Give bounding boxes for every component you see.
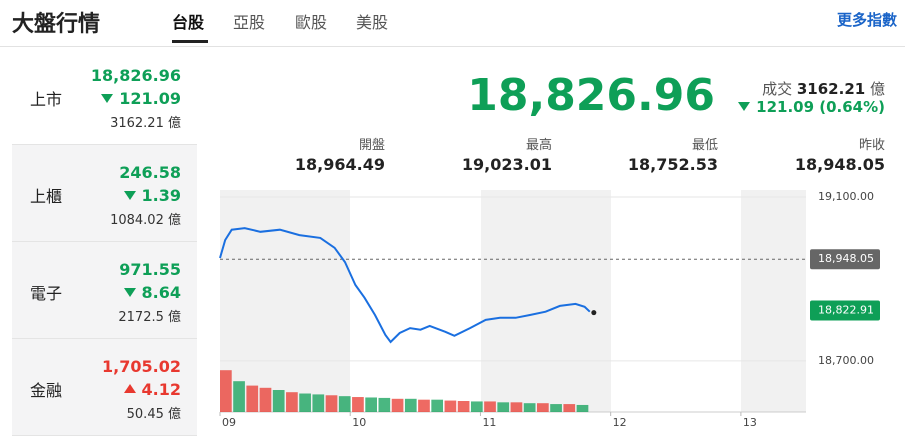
volume-bar (312, 394, 325, 412)
volume-bar (497, 402, 510, 412)
market-volume: 2172.5 億 (118, 310, 181, 325)
stat-value: 19,023.01 (461, 155, 552, 174)
reference-label: 18,948.05 (818, 252, 874, 265)
volume-bar (352, 397, 364, 412)
tab[interactable]: 歐股 (295, 13, 328, 32)
market-item[interactable]: 電子 971.55 8.64 2172.5 億 (12, 242, 197, 339)
tab-indicator (172, 40, 208, 43)
stat-label: 最低 (691, 138, 718, 153)
tab[interactable]: 亞股 (233, 13, 266, 32)
volume-value: 3162.21 (796, 80, 866, 98)
stat-label: 昨收 (858, 138, 885, 153)
volume-bar (523, 403, 536, 412)
stat-value: 18,964.49 (294, 155, 385, 174)
y-tick-label: 18,700.00 (818, 354, 874, 367)
market-price: 1,705.02 (102, 357, 181, 376)
volume: 成交 3162.21 億 (762, 78, 885, 99)
market-item[interactable]: 上櫃 246.58 1.39 1084.02 億 (12, 145, 197, 242)
market-price: 971.55 (119, 260, 181, 279)
market-name: 電子 (30, 284, 63, 303)
volume-bar (338, 396, 351, 412)
change-value: 1.39 (141, 186, 181, 205)
volume-bar (457, 401, 470, 412)
stat-label: 開盤 (358, 138, 385, 153)
market-change: 8.64 (124, 283, 181, 302)
volume-bar (536, 403, 549, 412)
volume-bar (286, 392, 298, 412)
tab[interactable]: 美股 (356, 13, 389, 32)
market-item[interactable]: 上市 18,826.96 121.09 3162.21 億 (12, 48, 197, 145)
volume-bar (444, 400, 457, 412)
session-band (741, 190, 806, 412)
reference-tag (810, 249, 880, 270)
tab[interactable]: 台股 (172, 13, 205, 32)
x-tick-label: 09 (222, 416, 236, 429)
x-tick-label: 10 (352, 416, 366, 429)
x-tick-label: 13 (743, 416, 757, 429)
change-value: 121.09 (119, 89, 181, 108)
volume-bar (378, 397, 391, 412)
change: 121.09 (0.64%) (738, 98, 885, 116)
divider (0, 46, 905, 47)
y-tick-label: 19,100.00 (818, 190, 874, 203)
volume-bar (404, 398, 417, 412)
last-point (591, 310, 597, 316)
volume-bar (418, 399, 430, 412)
volume-unit: 億 (869, 80, 885, 98)
more-link[interactable]: 更多指數 (837, 11, 898, 29)
volume-bar (563, 404, 576, 412)
stat-value: 18,948.05 (794, 155, 885, 174)
market-name: 上櫃 (30, 187, 63, 206)
volume-bar (259, 387, 272, 412)
stat-value: 18,752.53 (627, 155, 718, 174)
volume-bar (365, 397, 377, 412)
x-tick-label: 11 (482, 416, 496, 429)
market-price: 246.58 (119, 163, 181, 182)
volume-bar (233, 381, 245, 412)
volume-bar (325, 395, 338, 412)
x-tick-label: 12 (613, 416, 627, 429)
volume-bar (431, 399, 444, 412)
session-band (220, 190, 350, 412)
current-tag (810, 300, 880, 321)
market-change: 121.09 (101, 89, 181, 108)
market-volume: 1084.02 億 (110, 213, 181, 228)
market-change: 4.12 (124, 380, 181, 399)
title: 大盤行情 (12, 12, 101, 37)
volume-label: 成交 (762, 80, 793, 98)
market-name: 金融 (30, 381, 63, 400)
volume-bar (510, 402, 523, 412)
session-band (481, 190, 611, 412)
price-line (219, 227, 591, 344)
volume-bar (272, 390, 285, 412)
volume-bar (550, 404, 562, 412)
market-name: 上市 (30, 90, 63, 109)
volume-bar (299, 393, 311, 412)
volume-bar (484, 401, 496, 412)
change-value: 4.12 (141, 380, 181, 399)
market-item[interactable]: 金融 1,705.02 4.12 50.45 億 (12, 339, 197, 436)
stat-label: 最高 (525, 138, 552, 153)
volume-bar (220, 370, 232, 412)
market-volume: 50.45 億 (126, 407, 181, 422)
change-value: 121.09 (0.64%) (756, 98, 885, 116)
volume-bar (391, 398, 404, 412)
volume-bar (470, 401, 483, 412)
market-volume: 3162.21 億 (110, 116, 181, 131)
volume-bar (246, 385, 259, 412)
market-price: 18,826.96 (90, 66, 181, 85)
sidebar: 上市 18,826.96 121.09 3162.21 億上櫃 246.58 1.39 10… (12, 48, 197, 436)
change-value: 8.64 (141, 283, 181, 302)
current-label: 18,822.91 (818, 303, 874, 316)
market-change: 1.39 (124, 186, 181, 205)
big-price: 18,826.96 (467, 70, 715, 121)
volume-bar (576, 404, 589, 412)
